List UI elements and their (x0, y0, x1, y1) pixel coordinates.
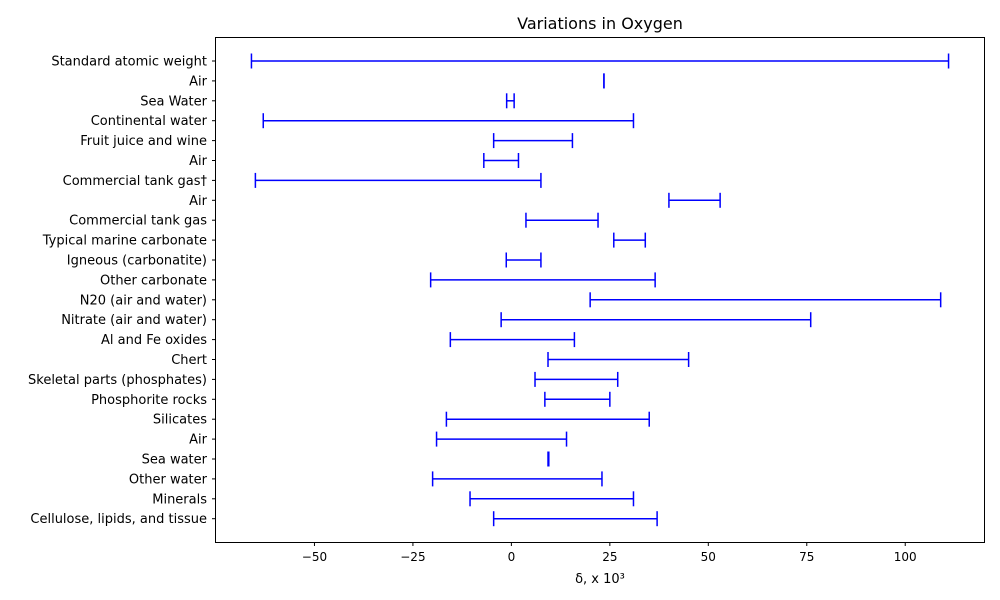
y-tick-label: Cellulose, lipids, and tissue (30, 512, 207, 527)
range-bar (449, 332, 576, 348)
y-tick-label: Typical marine carbonate (42, 234, 207, 249)
y-tick-label: Standard atomic weight (51, 55, 207, 70)
range-bar (668, 192, 721, 208)
y-tick-label: Al and Fe oxides (101, 333, 207, 348)
range-bar (589, 292, 942, 308)
range-bar (250, 53, 950, 69)
y-tick-label: Skeletal parts (phosphates) (28, 373, 207, 388)
range-bar (254, 172, 542, 188)
range-bar (492, 133, 574, 149)
range-bar (445, 411, 650, 427)
range-bar (505, 93, 515, 109)
range-bar (505, 252, 542, 268)
x-tick-label: −25 (400, 550, 425, 564)
y-tick-label: Fruit juice and wine (80, 134, 207, 149)
y-tick-label: Continental water (91, 114, 208, 129)
y-tick-label: Sea Water (140, 94, 207, 109)
y-tick-label: Minerals (152, 492, 207, 507)
x-tick-label: −50 (302, 550, 327, 564)
y-tick-labels: Standard atomic weight Air Sea Water Contin… (28, 55, 216, 527)
y-tick-label: Sea water (142, 453, 208, 468)
y-tick-label: Air (189, 74, 208, 89)
range-bar (547, 352, 690, 367)
range-bar (469, 491, 635, 507)
x-tick-label: 0 (508, 550, 516, 564)
y-tick-label: Air (189, 194, 208, 209)
range-bar (435, 431, 568, 447)
y-tick-label: Nitrate (air and water) (61, 313, 207, 328)
x-tick-label: 75 (799, 550, 814, 564)
range-bar (483, 153, 520, 168)
x-axis-label: δ, x 10³ (575, 572, 625, 587)
y-tick-label: Commercial tank gas (69, 214, 207, 229)
range-bar (525, 212, 599, 228)
x-tick-label: 50 (701, 550, 716, 564)
range-bar (544, 391, 611, 407)
x-tick-label: 100 (894, 550, 917, 564)
range-bar (492, 511, 658, 527)
y-tick-label: Igneous (carbonatite) (67, 254, 207, 269)
range-bar (534, 371, 619, 387)
range-bar (547, 451, 550, 467)
y-tick-label: Other water (129, 472, 208, 487)
y-tick-label: Chert (171, 353, 207, 368)
x-tick-label: 25 (602, 550, 617, 564)
x-ticks: −50 −25 0 25 50 75 100 (302, 542, 917, 564)
y-tick-label: Phosphorite rocks (91, 393, 207, 408)
y-tick-label: Air (189, 154, 208, 169)
y-tick-label: Air (189, 433, 208, 448)
range-bar (429, 272, 656, 288)
range-bar (500, 312, 812, 328)
y-tick-label: Silicates (153, 413, 207, 428)
y-tick-label: Commercial tank gas† (63, 174, 208, 189)
plot-frame (215, 37, 985, 543)
range-bar (262, 113, 635, 129)
y-tick-label: Other carbonate (100, 273, 207, 288)
range-bars (250, 53, 950, 527)
y-tick-label: N20 (air and water) (80, 293, 207, 308)
range-bar (431, 471, 603, 487)
chart-title: Variations in Oxygen (517, 14, 683, 33)
range-bar (613, 232, 647, 248)
